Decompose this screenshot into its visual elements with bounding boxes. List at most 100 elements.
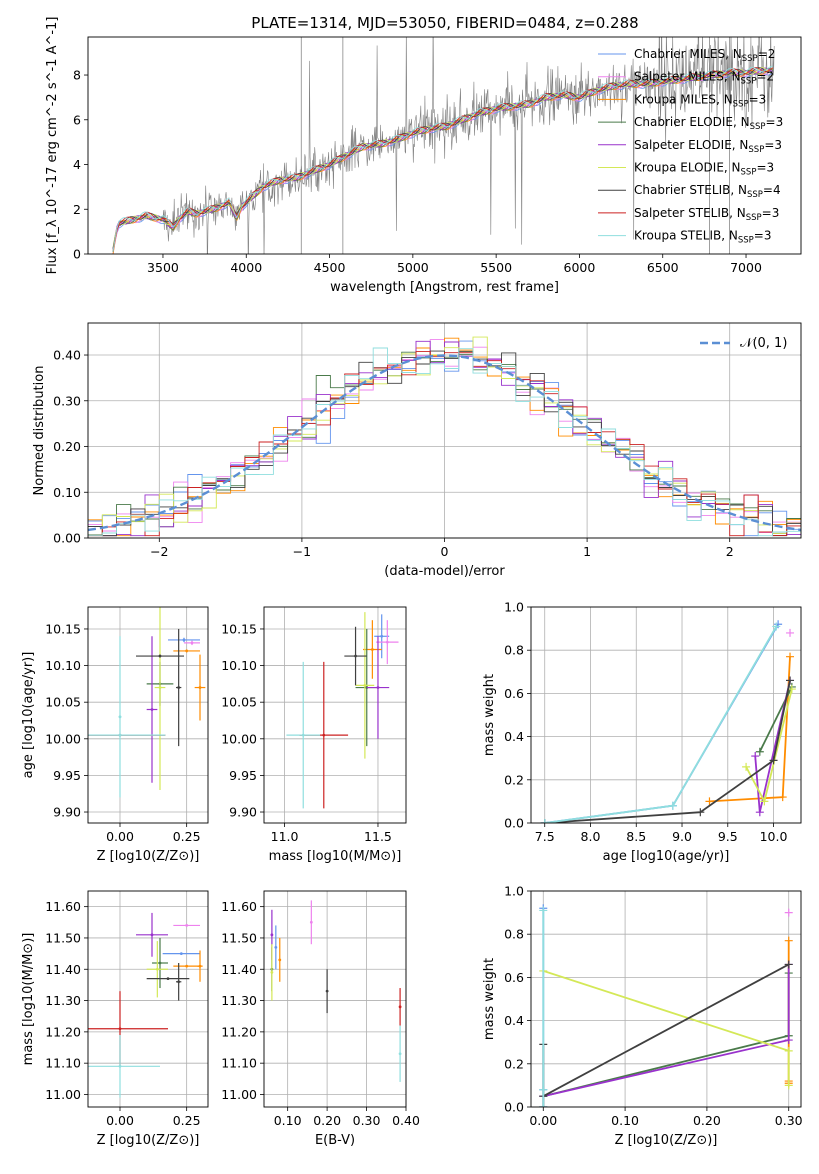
y-tick-label: 11.20 xyxy=(45,1024,81,1039)
data-point xyxy=(179,952,183,956)
y-tick-label: 0.0 xyxy=(504,816,524,831)
y-tick-label: 10.00 xyxy=(221,731,257,746)
x-tick-label: 11.0 xyxy=(271,829,299,844)
x-tick-label: 0.10 xyxy=(274,1113,302,1128)
y-tick-label: 0.2 xyxy=(504,1056,524,1071)
y-tick-label: 10.00 xyxy=(45,731,81,746)
weight-marker xyxy=(760,797,769,806)
y-tick-label: 10.15 xyxy=(45,621,81,636)
legend-model-name: Chabrier STELIB xyxy=(634,183,730,197)
y-tick-label: 1.0 xyxy=(504,600,524,615)
legend-nssp-subscript: SSP xyxy=(750,122,766,132)
weight-marker xyxy=(786,652,795,661)
legend-nssp-value: 3 xyxy=(776,115,784,129)
legend-gaussian-label: 𝒩(0, 1) xyxy=(740,336,787,351)
x-tick-label: 0.10 xyxy=(611,1113,639,1128)
panel-mass-vs-EBV: 0.10 0.20 0.30 0.40 11.00 11.10 11.20 11.30 11.4… xyxy=(221,890,420,1148)
x-tick-label: 5000 xyxy=(397,260,429,275)
panel-age-vs-mass: 11.0 11.5 9.90 9.95 10.00 10.05 10.10 10.15 mass… xyxy=(221,606,407,864)
y-tick-label: 11.20 xyxy=(221,1024,257,1039)
data-point xyxy=(185,924,189,927)
x-tick-label: 2 xyxy=(726,544,734,559)
axes-frame xyxy=(87,606,209,824)
x-tick-label: 8.0 xyxy=(581,829,601,844)
y-tick-label: 9.90 xyxy=(229,805,257,820)
x-tick-label: 0.25 xyxy=(173,1113,201,1128)
legend-nssp-subscript: SSP xyxy=(748,145,764,155)
y-tick-label: 11.50 xyxy=(221,930,257,945)
data-point xyxy=(198,686,202,689)
data-point xyxy=(274,945,278,949)
data-point xyxy=(177,686,181,689)
legend-model-name: Salpeter STELIB xyxy=(634,206,729,220)
data-point xyxy=(166,977,170,981)
x-tick-label: −1 xyxy=(293,544,311,559)
x-tick-label: 0.25 xyxy=(173,829,201,844)
y-tick-label: 8 xyxy=(73,68,81,83)
legend-nssp-value: 2 xyxy=(768,47,776,61)
y-tick-label: 0.4 xyxy=(504,1013,524,1028)
axes-frame xyxy=(87,36,802,255)
legend-nssp-prefix: , N xyxy=(732,138,749,152)
axes-frame xyxy=(530,606,802,824)
legend-model-name: Kroupa STELIB xyxy=(634,229,721,243)
x-axis-label: (data-model)/error xyxy=(384,564,505,579)
x-tick-label: 0.40 xyxy=(392,1113,420,1128)
y-tick-label: 0.4 xyxy=(504,729,524,744)
legend-entry: Chabrier ELODIE, NSSP=3 xyxy=(634,115,783,132)
legend-nssp-subscript: SSP xyxy=(738,236,754,246)
legend-nssp-equals: = xyxy=(763,183,773,197)
data-point xyxy=(270,933,274,937)
legend-nssp-subscript: SSP xyxy=(747,190,763,200)
legend-model-name: Kroupa MILES xyxy=(634,92,716,106)
model-line-7 xyxy=(112,67,773,251)
data-point xyxy=(370,648,374,651)
x-axis-label: E(B-V) xyxy=(315,1133,355,1148)
y-tick-label: 10.10 xyxy=(45,658,81,673)
y-tick-label: 0.6 xyxy=(504,970,524,985)
data-point xyxy=(190,641,194,645)
data-point xyxy=(158,686,162,689)
histogram-legend: 𝒩(0, 1) xyxy=(700,336,787,351)
panel-weight-vs-age: 7.5 8.0 8.5 9.0 9.5 10.0 0.0 0.2 0.4 0.6 0.8 1.0 age… xyxy=(482,600,802,864)
legend-nssp-equals: = xyxy=(749,92,759,106)
x-tick-label: 6000 xyxy=(564,260,596,275)
legend-nssp-prefix: , N xyxy=(725,47,742,61)
data-point xyxy=(155,967,159,971)
legend-nssp-prefix: , N xyxy=(724,70,741,84)
weight-marker xyxy=(772,622,781,631)
data-point xyxy=(118,715,122,719)
weight-marker xyxy=(539,1085,548,1094)
y-tick-label: 11.60 xyxy=(45,899,81,914)
x-tick-label: 7.5 xyxy=(535,829,555,844)
y-tick-label: 11.30 xyxy=(221,993,257,1008)
legend-nssp-equals: = xyxy=(758,47,768,61)
y-tick-label: 0.40 xyxy=(53,348,81,363)
data-point xyxy=(278,958,282,962)
x-tick-label: 0.00 xyxy=(106,829,134,844)
legend-model-name: Chabrier ELODIE xyxy=(634,115,733,129)
y-tick-label: 2 xyxy=(73,202,81,217)
weight-marker xyxy=(784,1046,793,1055)
y-tick-label: 11.30 xyxy=(45,993,81,1008)
legend-entry: Salpeter STELIB, NSSP=3 xyxy=(634,206,779,223)
x-tick-label: 1 xyxy=(583,544,591,559)
weight-line-6 xyxy=(542,963,790,1107)
axes-frame xyxy=(87,890,209,1108)
legend-model-name: Salpeter ELODIE xyxy=(634,138,732,152)
data-point xyxy=(322,733,326,737)
weight-line-0 xyxy=(544,623,779,823)
x-axis-label: wavelength [Angstrom, rest frame] xyxy=(330,280,559,295)
plot-area-mass-vs-Z xyxy=(88,912,203,1098)
x-tick-label: 0.00 xyxy=(106,1113,134,1128)
y-tick-label: 10.10 xyxy=(221,658,257,673)
x-tick-label: 0.20 xyxy=(693,1113,721,1128)
y-tick-label: 0.8 xyxy=(504,927,524,942)
axes-frame xyxy=(263,606,407,824)
x-axis-label: Z [log10(Z/Z⊙)] xyxy=(615,1133,718,1148)
data-point xyxy=(182,638,186,642)
legend-entry: Chabrier MILES, NSSP=2 xyxy=(634,47,775,64)
legend-nssp-prefix: , N xyxy=(733,115,750,129)
data-point xyxy=(363,683,367,687)
weight-marker xyxy=(786,628,795,637)
